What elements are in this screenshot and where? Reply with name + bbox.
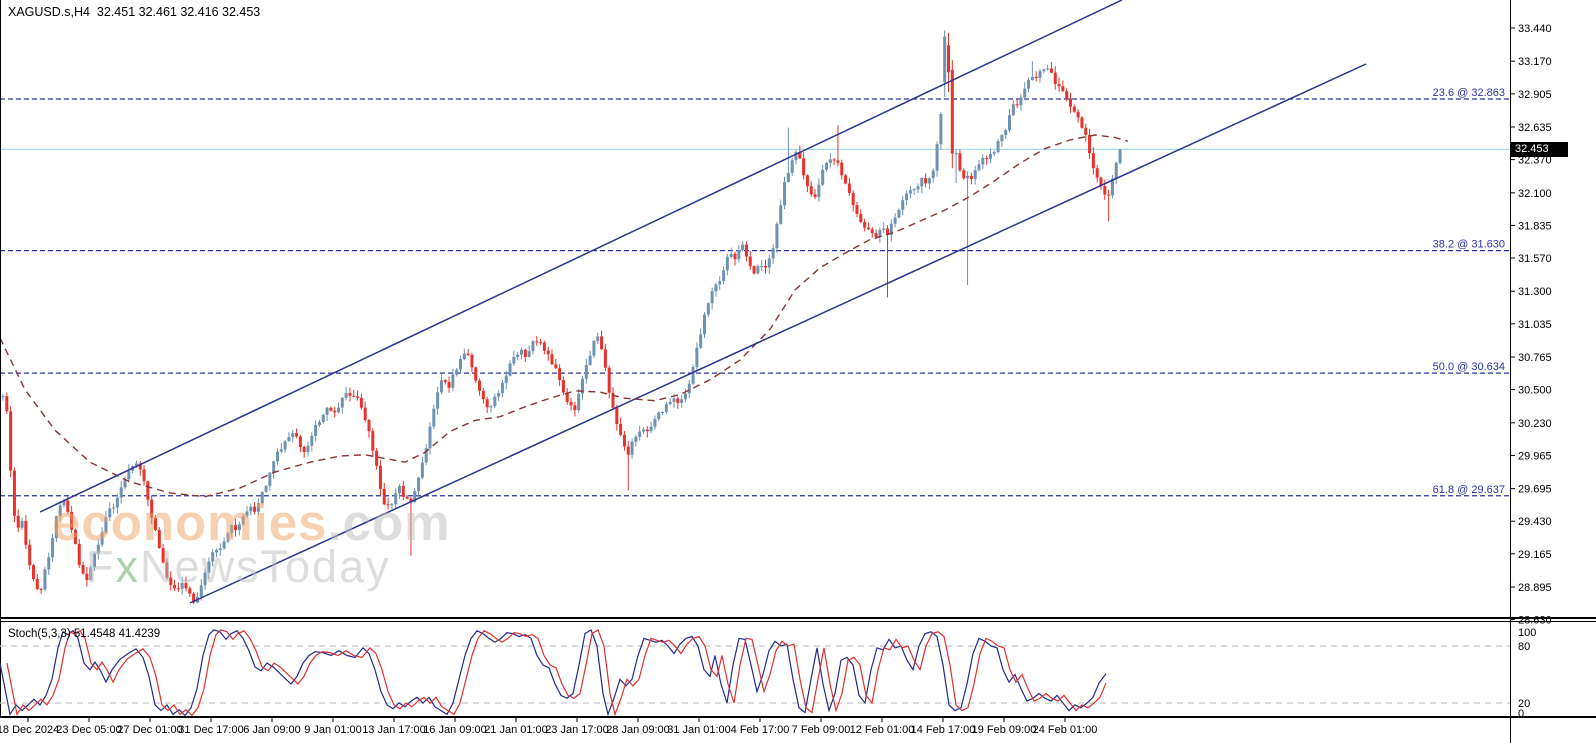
date-tick-label: 13 Jan 17:00: [362, 724, 426, 736]
stoch-scale-label: 20: [1518, 698, 1530, 710]
price-tick-label: 29.695: [1518, 484, 1552, 496]
date-tick-label: 21 Jan 01:00: [484, 724, 548, 736]
date-tick-label: 19 Feb 09:00: [972, 724, 1037, 736]
price-tick-label: 31.035: [1518, 319, 1552, 331]
date-tick-label: 18 Dec 2024: [0, 724, 59, 736]
indicator-bottom-border: [0, 716, 1596, 718]
price-tick-label: 28.630: [1518, 615, 1552, 627]
price-tick-label: 30.230: [1518, 418, 1552, 430]
price-tick-label: 32.905: [1518, 89, 1552, 101]
price-tick-label: 32.635: [1518, 122, 1552, 134]
fib-label: 38.2 @ 31.630: [1433, 239, 1505, 251]
symbol-ohlc-title: XAGUSD.s,H4 32.451 32.461 32.416 32.453: [8, 5, 261, 19]
candles: [1, 30, 1122, 604]
price-tick-label: 31.300: [1518, 286, 1552, 298]
upper-channel-line[interactable]: [39, 0, 1123, 513]
date-tick-label: 4 Feb 17:00: [731, 724, 790, 736]
date-tick-label: 31 Dec 17:00: [178, 724, 243, 736]
stochastic-label: Stoch(5,3,3) 51.4548 41.4239: [8, 628, 161, 640]
price-tick-label: 30.500: [1518, 385, 1552, 397]
lower-channel-line[interactable]: [189, 63, 1367, 604]
price-tick-label: 29.965: [1518, 450, 1552, 462]
price-tick-label: 33.440: [1518, 23, 1552, 35]
price-tick-label: 32.370: [1518, 155, 1552, 167]
price-tick-label: 28.895: [1518, 582, 1552, 594]
stoch-axis: 100 80 200: [1518, 627, 1536, 720]
stoch-scale-label: 0: [1518, 708, 1524, 720]
date-tick-label: 16 Jan 09:00: [423, 724, 487, 736]
date-tick-label: 12 Feb 01:00: [850, 724, 915, 736]
fib-label: 61.8 @ 29.637: [1433, 484, 1505, 496]
date-tick-label: 9 Jan 01:00: [304, 724, 362, 736]
price-axis: 33.440 33.170 32.905 32.635 32.370 32.100 31.8…: [1510, 23, 1552, 627]
price-tick-label: 31.835: [1518, 220, 1552, 232]
stoch-signal-line: [6, 628, 1107, 717]
pane-separator-inner: [0, 621, 1596, 622]
date-tick-label: 23 Jan 17:00: [545, 724, 609, 736]
date-tick-label: 28 Jan 09:00: [606, 724, 670, 736]
date-tick-label: 24 Feb 01:00: [1033, 724, 1098, 736]
date-tick-label: 23 Dec 05:00: [56, 724, 121, 736]
moving-average-line[interactable]: [0, 134, 1129, 498]
price-tick-label: 30.765: [1518, 352, 1552, 364]
date-tick-label: 27 Dec 01:00: [117, 724, 182, 736]
date-tick-label: 31 Jan 01:00: [667, 724, 731, 736]
fib-label: 50.0 @ 30.634: [1433, 361, 1505, 373]
date-tick-label: 7 Feb 09:00: [792, 724, 851, 736]
price-tick-label: 29.430: [1518, 516, 1552, 528]
date-tick-label: 14 Feb 17:00: [911, 724, 976, 736]
current-price-badge: 32.453: [1511, 142, 1568, 157]
price-tick-label: 31.570: [1518, 253, 1552, 265]
fib-label: 23.6 @ 32.863: [1433, 87, 1505, 99]
price-tick-label: 32.100: [1518, 188, 1552, 200]
date-tick-label: 6 Jan 09:00: [243, 724, 301, 736]
stoch-scale-label: 100: [1518, 627, 1536, 639]
price-tick-label: 33.170: [1518, 56, 1552, 68]
price-tick-label: 29.165: [1518, 549, 1552, 561]
stoch-scale-label: 80: [1518, 641, 1530, 653]
pane-separator[interactable]: [0, 617, 1596, 619]
